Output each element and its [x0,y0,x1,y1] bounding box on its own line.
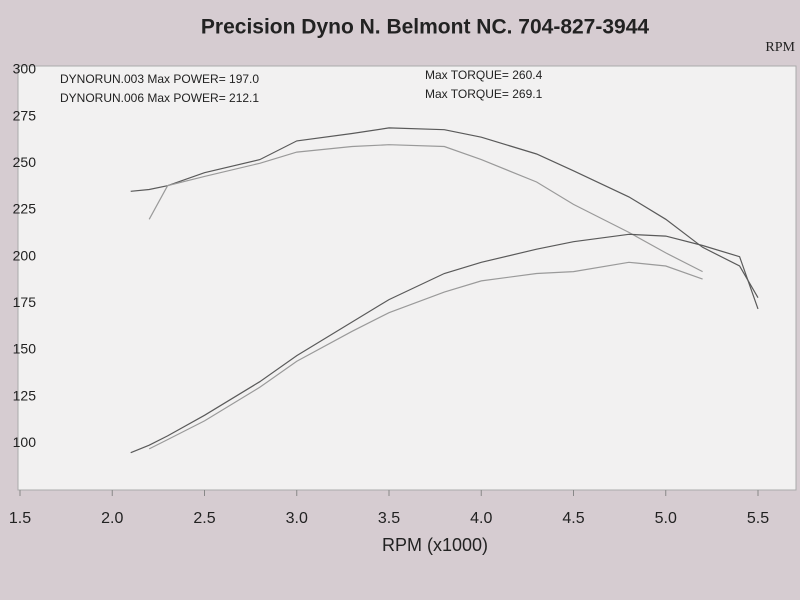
x-tick-label: 5.0 [655,510,677,527]
legend-annotation: DYNORUN.006 Max POWER= 212.1 [60,91,259,105]
y-tick-label: 175 [13,294,37,310]
dyno-curve [130,233,759,454]
x-axis-label: RPM (x1000) [382,535,488,555]
legend-annotation: Max TORQUE= 260.4 [425,68,543,82]
y-tick-label: 300 [13,61,37,77]
x-tick-label: 3.5 [378,510,400,527]
dyno-curve [130,127,759,299]
y-tick-label: 225 [13,201,37,217]
x-tick-label: 2.5 [193,510,215,527]
x-tick-label: 3.0 [286,510,308,527]
legend-annotation: Max TORQUE= 269.1 [425,87,543,101]
x-tick-label: 5.5 [747,510,769,527]
y-tick-label: 200 [13,247,37,263]
plot-area [17,65,797,491]
legend-annotation: DYNORUN.003 Max POWER= 197.0 [60,72,259,86]
corner-label: RPM [765,40,795,55]
dyno-curve [148,144,703,273]
x-tick-label: 4.0 [470,510,492,527]
x-tick-label: 4.5 [562,510,584,527]
y-tick-label: 125 [13,387,37,403]
x-tick-label: 1.5 [9,510,31,527]
y-tick-label: 150 [13,341,37,357]
y-tick-label: 275 [13,107,37,123]
y-tick-label: 100 [13,434,37,450]
x-tick-label: 2.0 [101,510,123,527]
y-tick-label: 250 [13,154,37,170]
chart-title: Precision Dyno N. Belmont NC. 704-827-39… [201,16,649,39]
dyno-curve [148,261,703,450]
